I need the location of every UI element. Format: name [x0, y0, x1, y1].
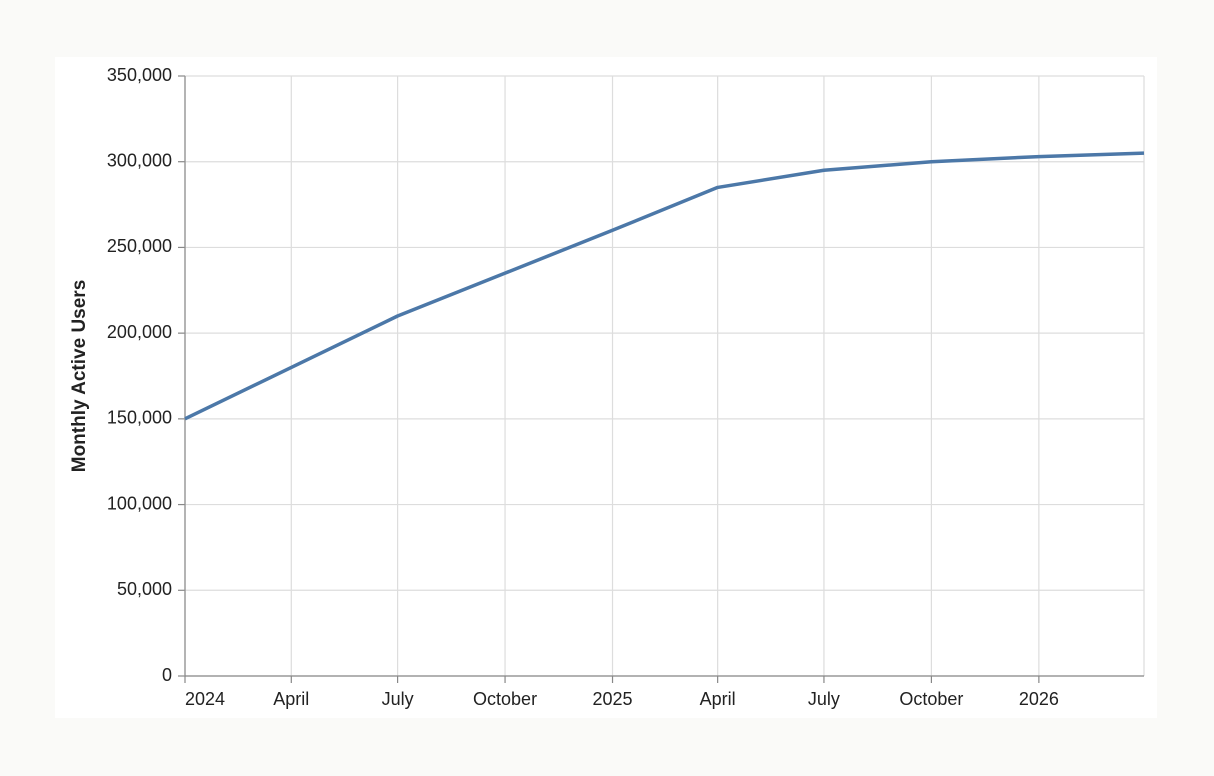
x-tick-label: 2024: [185, 689, 225, 709]
x-tick-label: April: [700, 689, 736, 709]
x-tick-label: 2026: [1019, 689, 1059, 709]
y-tick-label: 350,000: [107, 65, 172, 85]
x-tick-label: July: [382, 689, 414, 709]
y-tick-label: 0: [162, 665, 172, 685]
x-tick-label: October: [473, 689, 537, 709]
chart-panel: [55, 57, 1157, 718]
y-tick-label: 300,000: [107, 150, 172, 170]
y-tick-label: 50,000: [117, 579, 172, 599]
y-axis-title: Monthly Active Users: [69, 280, 90, 473]
y-tick-label: 100,000: [107, 493, 172, 513]
x-tick-label: 2025: [592, 689, 632, 709]
y-tick-label: 150,000: [107, 408, 172, 428]
x-tick-label: April: [273, 689, 309, 709]
x-tick-label: October: [899, 689, 963, 709]
line: [184, 151, 1145, 421]
y-tick-label: 200,000: [107, 322, 172, 342]
y-tick-label: 250,000: [107, 236, 172, 256]
x-tick-label: July: [808, 689, 840, 709]
